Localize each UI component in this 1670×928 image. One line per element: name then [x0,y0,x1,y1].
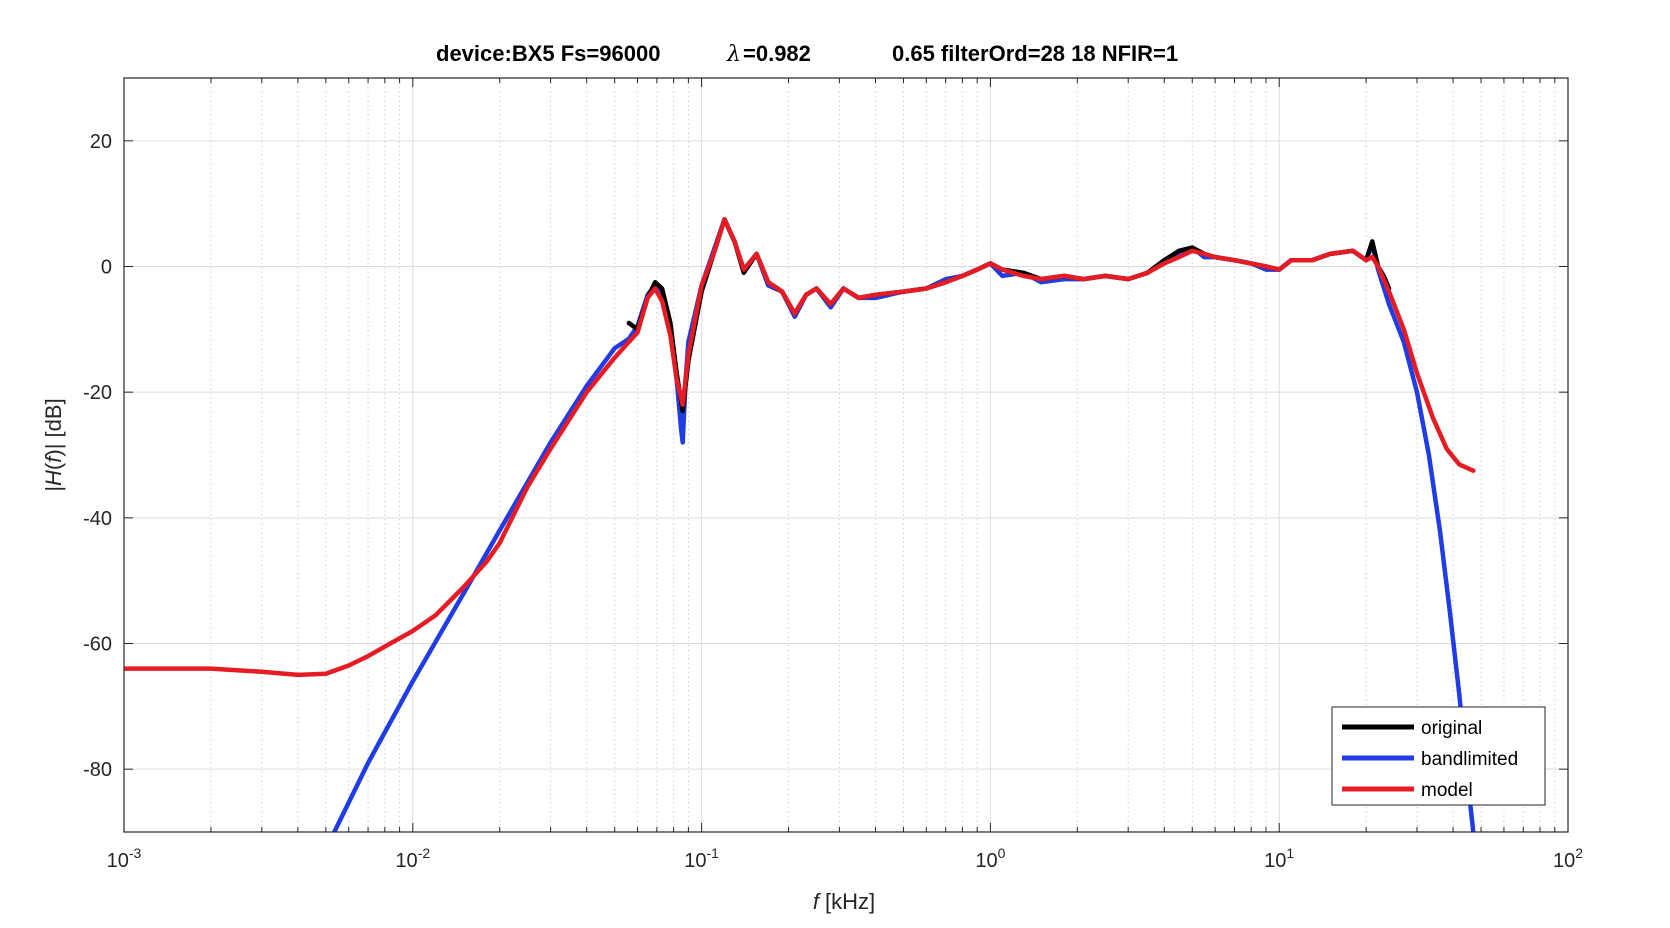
y-tick-label: 0 [101,257,112,279]
chart-title-part2: =0.982 [743,41,811,66]
x-tick-label: 10-3 [107,845,142,872]
y-axis-label-pre: | [41,486,66,492]
x-tick-label-exponent: 2 [1575,845,1583,861]
series-layer [124,217,1476,832]
x-tick-label-exponent: -2 [418,845,431,861]
x-tick-label-base: 10 [107,850,129,872]
chart-title-part1: device:BX5 Fs=96000 [436,41,660,66]
x-axis-label-var: f [813,889,822,914]
x-tick-label-exponent: 0 [998,845,1006,861]
x-tick-label: 101 [1264,845,1294,872]
y-tick-label: -60 [83,634,112,656]
y-axis-label-post: )| [dB] [41,398,66,456]
x-tick-label: 100 [975,845,1005,872]
x-tick-label: 10-1 [684,845,719,872]
chart-title-lambda: λ [726,42,741,67]
x-tick-label-base: 10 [1553,850,1575,872]
legend-label-model: model [1421,780,1473,801]
y-tick-label: -80 [83,759,112,781]
x-tick-label-exponent: -3 [129,845,142,861]
ticks-layer [123,78,1569,832]
y-axis-label-var2: f [41,454,66,463]
axes-box [123,77,1569,833]
plot-area [124,78,1568,832]
x-tick-label: 10-2 [395,845,430,872]
x-axis-label: f [kHz] [813,889,875,914]
x-tick-label-base: 10 [395,850,417,872]
chart-title-part3: 0.65 filterOrd=28 18 NFIR=1 [892,41,1178,66]
x-tick-label-exponent: 1 [1286,845,1294,861]
x-tick-label-base: 10 [975,850,997,872]
y-axis-label-mid: ( [41,462,66,470]
x-tick-label-base: 10 [684,850,706,872]
y-tick-label: 20 [90,131,112,153]
y-tick-label: -20 [83,382,112,404]
x-tick-label-base: 10 [1264,850,1286,872]
y-tick-labels: 20 0 -20 -40 -60 -80 [83,131,112,781]
x-tick-label-exponent: -1 [706,845,719,861]
series-line-model [124,217,1476,678]
legend-label-original: original [1421,718,1482,739]
x-axis-label-unit: [kHz] [819,889,875,914]
y-axis-label-var: H [41,470,66,486]
x-tick-labels: 10-3 10-2 10-1 100 101 102 [107,845,1584,872]
x-tick-label: 102 [1553,845,1583,872]
legend: original bandlimited model [1331,706,1546,806]
legend-label-bandlimited: bandlimited [1421,749,1518,770]
y-tick-label: -40 [83,508,112,530]
y-axis-label: |H(f)| [dB] [41,398,66,491]
